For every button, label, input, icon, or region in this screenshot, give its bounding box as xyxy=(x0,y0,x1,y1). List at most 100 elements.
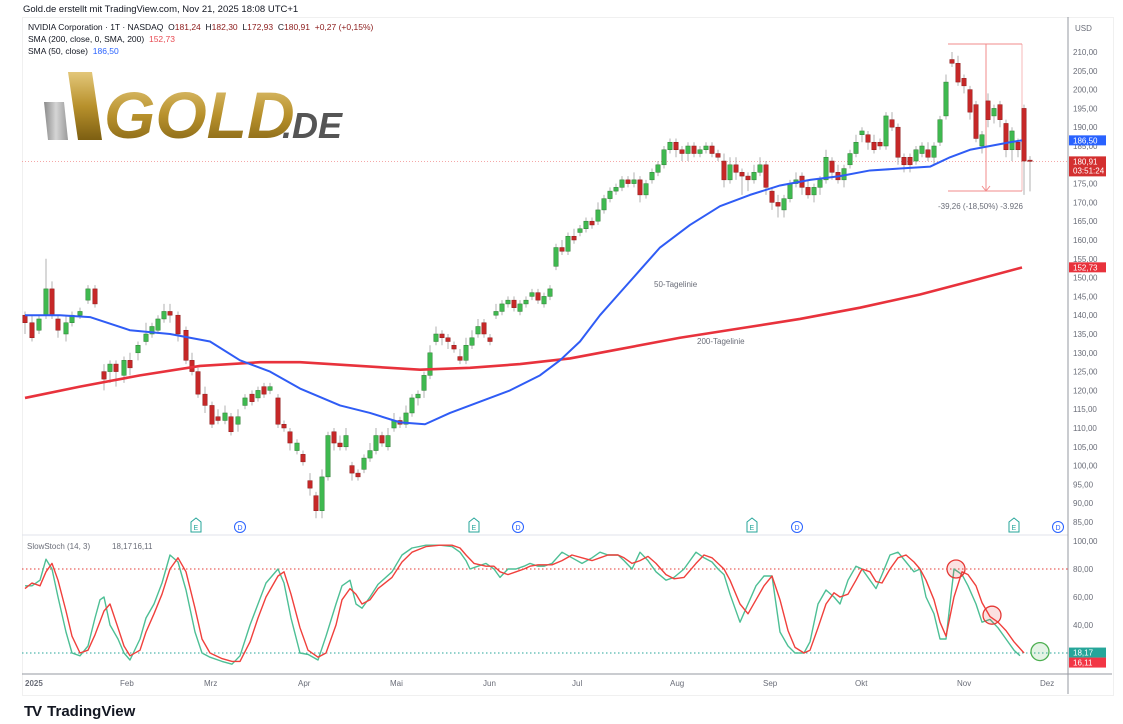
price-tick: 200,00 xyxy=(1073,86,1098,95)
time-tick: Apr xyxy=(298,679,311,688)
candle-down xyxy=(559,247,565,252)
candle-up xyxy=(43,288,49,316)
candle-up xyxy=(685,145,691,154)
candle-up xyxy=(823,157,829,181)
candle-up xyxy=(373,435,379,451)
dividend-event-icon[interactable]: D xyxy=(791,521,803,533)
earnings-event-icon[interactable]: E xyxy=(746,517,758,533)
candle-up xyxy=(883,115,889,147)
candle-up xyxy=(161,311,167,320)
candle-up xyxy=(817,179,823,188)
candle-down xyxy=(167,311,173,316)
measure-label: -39,26 (-18,50%) -3.926 xyxy=(938,202,1023,211)
svg-text:D: D xyxy=(516,525,521,532)
time-tick: Okt xyxy=(855,679,868,688)
sma50-line[interactable] xyxy=(25,139,1023,426)
legend-sma200-row[interactable]: SMA (200, close, 0, SMA, 200) 152,73 xyxy=(28,33,373,45)
legend-symbol-row: NVIDIA Corporation · 1T · NASDAQ O181,24… xyxy=(28,21,373,33)
candle-down xyxy=(261,386,267,395)
change-value: +0,27 (+0,15%) xyxy=(314,22,374,32)
candle-up xyxy=(433,333,439,342)
candle-down xyxy=(331,431,337,444)
candle-down xyxy=(209,405,215,425)
earnings-event-icon[interactable]: E xyxy=(190,517,202,533)
tradingview-logo[interactable]: TV TradingView xyxy=(24,703,135,720)
symbol-name[interactable]: NVIDIA Corporation · 1T · NASDAQ xyxy=(28,22,164,32)
candle-up xyxy=(107,363,113,372)
candle-down xyxy=(889,119,895,128)
candle-down xyxy=(805,187,811,196)
candle-up xyxy=(601,198,607,211)
candle-up xyxy=(619,179,625,188)
sma200-annotation: 200-Tagelinie xyxy=(697,337,745,346)
candle-up xyxy=(1009,130,1015,151)
candle-down xyxy=(871,141,877,151)
candle-down xyxy=(183,329,189,361)
stoch-k-line[interactable] xyxy=(25,544,1021,665)
stoch-d-badge: 16,11 xyxy=(1069,657,1106,668)
candle-up xyxy=(703,145,709,151)
sma200-line[interactable] xyxy=(24,266,1023,400)
candle-up xyxy=(787,183,793,199)
candle-up xyxy=(85,288,91,301)
candle-down xyxy=(925,149,931,158)
stoch-d-value: 16,11 xyxy=(133,542,153,551)
candle-down xyxy=(379,435,385,444)
sma50-price-badge: 186,50 xyxy=(1069,135,1106,146)
candle-down xyxy=(949,59,955,64)
stoch-d-line[interactable] xyxy=(24,544,1025,663)
candle-up xyxy=(36,318,42,331)
candle-up xyxy=(727,164,733,181)
candles[interactable] xyxy=(22,52,1033,519)
sma50-annotation: 50-Tagelinie xyxy=(654,280,698,289)
candle-up xyxy=(367,450,373,459)
candle-up xyxy=(655,164,661,173)
candle-down xyxy=(895,126,901,158)
price-tick: 130,00 xyxy=(1073,349,1098,358)
candle-down xyxy=(300,454,306,463)
dividend-event-icon[interactable]: D xyxy=(1052,521,1064,533)
candle-down xyxy=(673,141,679,151)
candle-up xyxy=(427,352,433,376)
svg-text:E: E xyxy=(750,525,755,532)
candle-down xyxy=(101,371,107,380)
candle-up xyxy=(469,337,475,346)
candle-down xyxy=(535,292,541,301)
time-tick: Mrz xyxy=(204,679,217,688)
time-tick: Aug xyxy=(670,679,684,688)
highlight-circle-red xyxy=(946,559,966,579)
stoch-k-badge-text: 18,17 xyxy=(1073,649,1094,658)
candle-up xyxy=(475,326,481,335)
price-tick: 170,00 xyxy=(1073,198,1098,207)
candle-down xyxy=(679,149,685,154)
candle-up xyxy=(577,228,583,233)
earnings-event-icon[interactable]: E xyxy=(468,517,480,533)
candle-up xyxy=(811,187,817,196)
candle-up xyxy=(343,435,349,448)
price-tick: 110,00 xyxy=(1073,424,1097,433)
last-price-badge-text: 180,91 xyxy=(1073,157,1098,166)
svg-text:.DE: .DE xyxy=(282,105,343,146)
candle-down xyxy=(337,442,343,448)
legend-sma50-row[interactable]: SMA (50, close) 186,50 xyxy=(28,45,373,57)
time-tick: Dez xyxy=(1040,679,1054,688)
candle-down xyxy=(1027,159,1033,162)
candle-up xyxy=(267,386,273,391)
chart-caption: Gold.de erstellt mit TradingView.com, No… xyxy=(23,4,299,15)
dividend-event-icon[interactable]: D xyxy=(512,521,524,533)
candle-up xyxy=(255,390,261,399)
candle-up xyxy=(499,303,505,312)
time-tick: Nov xyxy=(957,679,971,688)
earnings-event-icon[interactable]: E xyxy=(1008,517,1020,533)
candle-down xyxy=(175,314,181,335)
price-tick: 125,00 xyxy=(1073,368,1098,377)
candle-down xyxy=(451,345,457,350)
candle-down xyxy=(29,322,35,339)
price-tick: 165,00 xyxy=(1073,217,1098,226)
sma200-price-badge: 152,73 xyxy=(1069,262,1106,273)
candle-up xyxy=(421,375,427,391)
candle-up xyxy=(409,397,415,414)
dividend-event-icon[interactable]: D xyxy=(234,521,246,533)
